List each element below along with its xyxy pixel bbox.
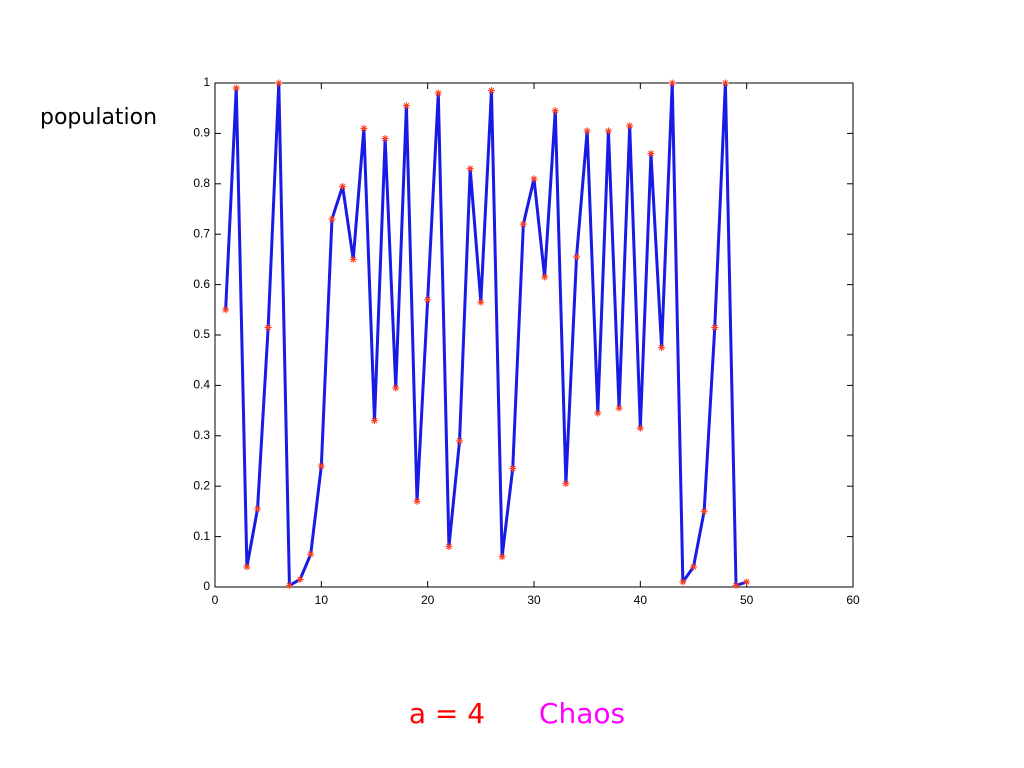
x-tick-label: 60 <box>846 593 860 607</box>
data-marker <box>604 127 612 135</box>
data-marker <box>424 296 432 304</box>
annotation: Chaos <box>539 697 625 730</box>
y-tick-label: 0.2 <box>193 478 210 492</box>
y-axis-label: population <box>40 105 157 130</box>
data-marker <box>328 215 336 223</box>
data-marker <box>402 102 410 110</box>
data-marker <box>626 122 634 130</box>
plot-frame <box>214 82 854 588</box>
y-tick-label: 1 <box>203 75 210 89</box>
data-marker <box>647 150 655 158</box>
data-marker <box>477 298 485 306</box>
data-marker <box>466 165 474 173</box>
data-marker <box>222 306 230 314</box>
data-marker <box>434 89 442 97</box>
data-marker <box>743 578 751 586</box>
data-marker <box>562 480 570 488</box>
data-marker <box>700 507 708 515</box>
data-marker <box>307 550 315 558</box>
data-marker <box>371 417 378 425</box>
y-tick-label: 0.7 <box>193 226 210 240</box>
y-tick-label: 0.9 <box>193 126 210 140</box>
data-marker <box>498 553 506 561</box>
data-marker <box>392 384 400 392</box>
data-marker <box>658 344 666 352</box>
data-marker <box>732 581 740 589</box>
data-marker <box>275 79 283 87</box>
y-tick-label: 0.1 <box>193 529 210 543</box>
data-marker <box>317 462 325 470</box>
x-tick-label: 0 <box>212 593 219 607</box>
x-tick-label: 50 <box>740 593 754 607</box>
x-tick-label: 10 <box>315 593 329 607</box>
data-marker <box>264 323 272 331</box>
data-marker <box>456 437 464 445</box>
data-line <box>224 81 748 587</box>
data-marker <box>445 543 453 551</box>
data-marker <box>615 404 623 412</box>
data-marker <box>285 581 293 589</box>
data-marker <box>509 465 517 473</box>
data-marker <box>487 87 495 95</box>
data-marker <box>232 84 240 92</box>
data-marker <box>594 409 602 417</box>
x-tick-label: 40 <box>634 593 648 607</box>
data-marker <box>296 575 304 583</box>
data-marker <box>573 253 581 261</box>
y-tick-label: 0.6 <box>193 277 210 291</box>
data-marker <box>711 323 719 331</box>
y-tick-label: 0.5 <box>193 327 210 341</box>
data-marker <box>254 505 262 513</box>
data-marker <box>668 79 676 87</box>
x-tick-label: 20 <box>421 593 435 607</box>
data-marker <box>519 220 527 228</box>
data-marker <box>381 134 389 142</box>
y-tick-label: 0 <box>203 579 210 593</box>
y-tick-label: 0.3 <box>193 428 210 442</box>
annotation: a = 4 <box>409 697 485 730</box>
x-tick-label: 30 <box>527 593 541 607</box>
data-marker <box>636 424 644 432</box>
data-marker <box>349 255 357 263</box>
data-marker <box>413 497 421 505</box>
data-marker <box>690 563 697 571</box>
y-tick-label: 0.4 <box>193 378 210 392</box>
data-marker <box>339 182 347 190</box>
y-tick-label: 0.8 <box>193 176 210 190</box>
data-marker <box>530 175 538 183</box>
data-marker <box>541 273 549 281</box>
data-marker <box>551 107 559 115</box>
data-marker <box>679 578 687 586</box>
data-marker <box>243 563 251 571</box>
data-marker <box>360 124 368 132</box>
data-marker <box>583 127 591 135</box>
data-marker <box>721 79 729 87</box>
